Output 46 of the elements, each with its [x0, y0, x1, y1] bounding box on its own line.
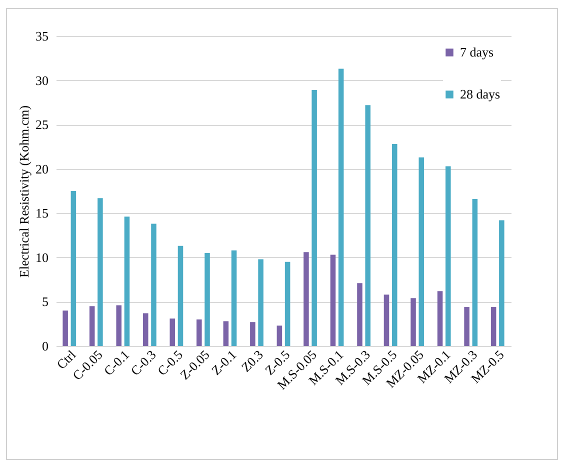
bar — [437, 291, 443, 346]
bar — [223, 321, 229, 346]
bar — [284, 262, 290, 346]
bar — [276, 326, 282, 346]
bar — [330, 254, 336, 346]
bar — [410, 298, 416, 346]
bar — [418, 157, 424, 346]
bar — [357, 283, 362, 346]
bar — [464, 307, 470, 346]
bar — [258, 259, 264, 346]
bar — [231, 250, 237, 346]
x-tick-label: Z0.3 — [238, 347, 266, 375]
bar — [178, 246, 184, 346]
bar — [204, 253, 210, 346]
y-tick-label: 0 — [42, 338, 48, 354]
bar — [62, 310, 68, 346]
y-tick-label: 20 — [36, 161, 48, 176]
bar — [446, 166, 451, 346]
bar — [116, 305, 122, 346]
bar — [70, 191, 76, 346]
bar — [170, 318, 176, 346]
bar — [490, 307, 496, 346]
bar — [392, 144, 398, 346]
bar — [304, 252, 309, 346]
y-tick-label: 25 — [36, 117, 48, 132]
bar — [472, 198, 478, 346]
legend-label: 7 days — [460, 44, 494, 60]
bar — [151, 224, 156, 346]
bar — [384, 294, 390, 346]
legend-label: 28 days — [460, 86, 500, 102]
bar — [499, 220, 504, 346]
bar — [365, 105, 370, 346]
bar — [142, 313, 148, 346]
bar — [250, 322, 256, 346]
y-tick-label: 15 — [36, 206, 48, 221]
bar — [98, 198, 103, 346]
y-tick-label: 5 — [42, 294, 48, 310]
bar — [124, 216, 130, 346]
y-axis-title: Electrical Resistivity (Kohm.cm) — [16, 105, 32, 278]
y-tick-label: 10 — [36, 250, 48, 265]
bar — [312, 90, 317, 346]
y-tick-label: 30 — [36, 72, 48, 88]
y-tick-label: 35 — [36, 28, 48, 44]
bar — [196, 319, 202, 346]
bar — [338, 68, 344, 346]
bar — [89, 306, 95, 346]
